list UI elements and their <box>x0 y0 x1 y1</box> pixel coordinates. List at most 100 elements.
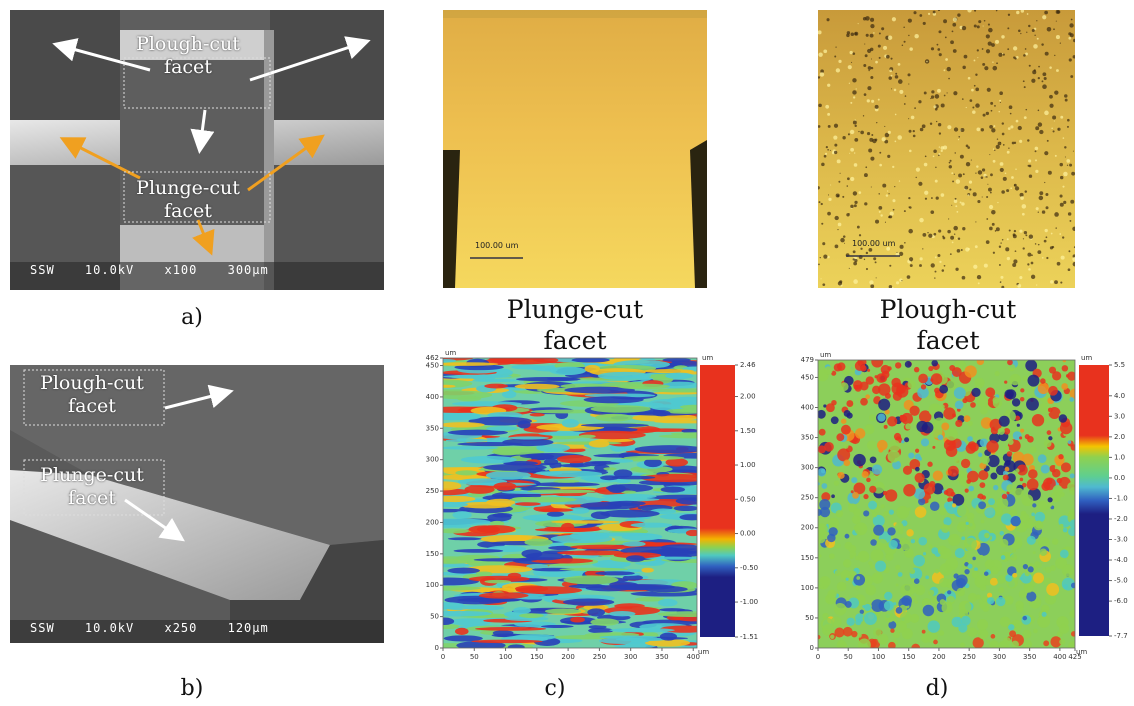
blob <box>1057 478 1062 483</box>
blob <box>1006 389 1016 399</box>
blob <box>1069 389 1079 399</box>
speck <box>952 242 954 244</box>
speck <box>853 279 858 284</box>
streak <box>531 482 600 486</box>
blob <box>979 482 985 488</box>
axis-unit: um <box>445 349 456 357</box>
blob <box>868 501 877 510</box>
speck <box>942 269 945 272</box>
streak <box>435 385 455 388</box>
speck <box>1044 77 1047 80</box>
speck <box>933 155 935 157</box>
streak <box>502 438 553 446</box>
blob <box>905 423 911 429</box>
blob <box>1062 564 1074 576</box>
blob <box>891 520 895 524</box>
streak <box>490 521 505 526</box>
speck <box>1044 151 1048 155</box>
speck <box>1073 262 1078 267</box>
speck <box>879 152 881 154</box>
blob <box>878 448 883 453</box>
blob <box>985 387 995 397</box>
speck <box>992 61 993 62</box>
speck <box>922 233 926 237</box>
blob <box>872 572 883 583</box>
panel-label: a) <box>172 305 212 330</box>
blob <box>918 537 927 546</box>
blob <box>871 549 884 562</box>
speck <box>820 72 825 77</box>
speck <box>1011 176 1014 179</box>
streak <box>483 464 547 471</box>
blob <box>972 557 976 561</box>
speck <box>888 216 890 218</box>
speck <box>1039 191 1043 195</box>
speck <box>857 226 860 229</box>
speck <box>1051 233 1053 235</box>
speck <box>901 280 902 281</box>
speck <box>983 25 984 26</box>
blob <box>952 413 956 417</box>
blob <box>967 421 972 426</box>
speck <box>834 151 837 154</box>
blob <box>1038 383 1049 394</box>
speck <box>821 163 825 167</box>
speck <box>1068 37 1071 40</box>
blob <box>862 471 869 478</box>
streak <box>590 618 619 625</box>
speck <box>822 283 825 286</box>
speck <box>1025 234 1027 236</box>
streak <box>414 586 481 591</box>
blob <box>898 572 903 577</box>
blob <box>1033 572 1044 583</box>
blob <box>819 429 826 436</box>
blob <box>924 483 936 495</box>
speck <box>1013 46 1017 50</box>
blob <box>853 454 866 467</box>
speck <box>1019 230 1022 233</box>
speck <box>931 90 934 93</box>
streak <box>435 362 498 366</box>
blob <box>1048 436 1052 440</box>
speck <box>1034 69 1036 71</box>
blob <box>1017 528 1020 531</box>
blob <box>1053 485 1063 495</box>
blob <box>844 410 851 417</box>
streak <box>661 487 686 493</box>
streak <box>584 396 644 403</box>
speck <box>851 62 852 63</box>
blob <box>1048 386 1058 396</box>
speck <box>1054 280 1058 284</box>
speck <box>1041 43 1043 45</box>
streak <box>598 372 651 380</box>
speck <box>963 173 965 175</box>
speck <box>1027 139 1029 141</box>
blob <box>964 538 977 551</box>
speck <box>952 30 954 32</box>
speck <box>951 205 952 206</box>
speck <box>1035 170 1038 173</box>
blob <box>895 522 904 531</box>
speck <box>983 114 986 117</box>
speck <box>992 223 995 226</box>
blob <box>971 388 980 397</box>
speck <box>974 24 977 27</box>
blob <box>1010 374 1021 385</box>
streak <box>475 627 546 631</box>
blob <box>1052 538 1059 545</box>
blob <box>915 506 927 518</box>
blob <box>952 617 963 628</box>
speck <box>1074 246 1076 248</box>
speck <box>933 11 936 14</box>
speck <box>1015 169 1016 170</box>
speck <box>923 22 926 25</box>
speck <box>849 83 850 84</box>
blob <box>1042 612 1047 617</box>
blob <box>895 362 901 368</box>
speck <box>864 44 865 45</box>
blob <box>941 422 949 430</box>
speck <box>1061 256 1065 260</box>
speck <box>893 209 895 211</box>
blob <box>864 612 877 625</box>
blob <box>1026 591 1036 601</box>
